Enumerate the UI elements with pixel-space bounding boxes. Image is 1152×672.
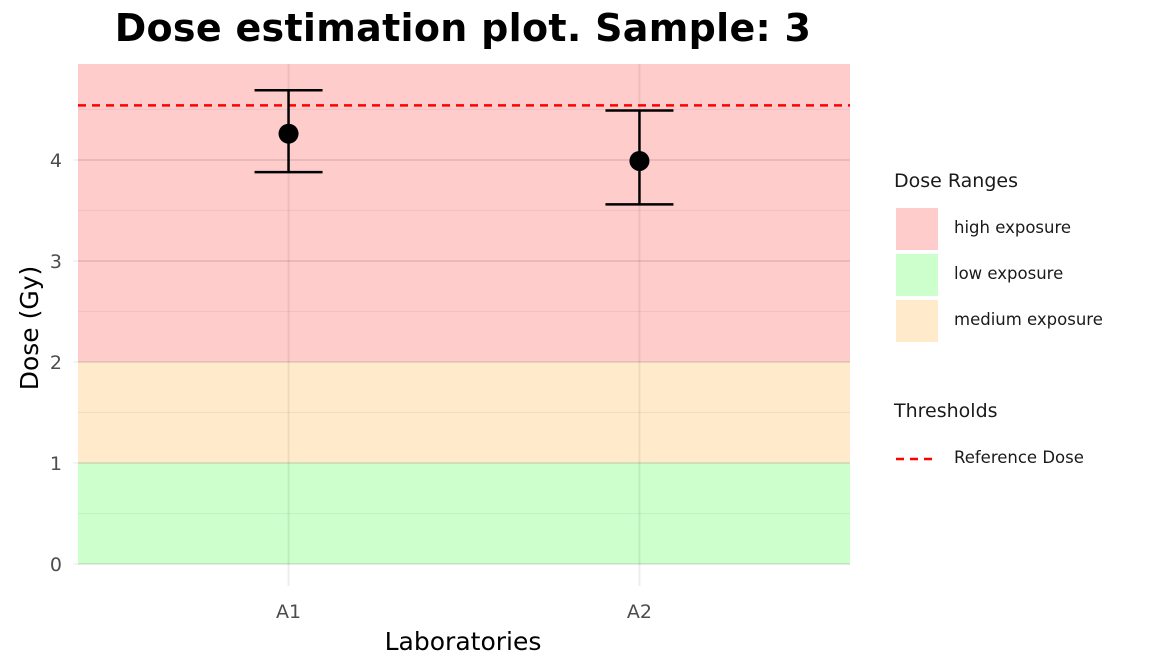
- legend-title-thresholds: Thresholds: [894, 400, 998, 422]
- x-tick-label-A1: A1: [276, 601, 301, 623]
- grid-lines: [78, 64, 850, 565]
- legend-item-medium-exposure: medium exposure: [894, 300, 1152, 342]
- x-axis: A1 A2: [276, 564, 652, 623]
- point-A2: [629, 150, 650, 171]
- legend-item-high-exposure: high exposure: [894, 208, 1152, 250]
- data-points: [254, 89, 674, 206]
- y-axis-title: Dose (Gy): [15, 266, 44, 391]
- legend-swatch-medium-exposure: [896, 300, 938, 342]
- x-axis-title: Laboratories: [385, 627, 542, 656]
- legend-label-reference-dose: Reference Dose: [954, 448, 1084, 467]
- legend-thresholds: Thresholds Reference Dose: [894, 400, 1084, 467]
- band-high-exposure: [78, 64, 850, 362]
- band-medium-exposure: [78, 361, 850, 463]
- legend-dose-ranges: Dose Ranges high exposure low exposure m…: [894, 170, 1103, 342]
- legend-item-low-exposure: low exposure: [894, 254, 1152, 296]
- plot-area: 0 1 2 3 4 A1 A2 Laboratories Dose (Gy): [15, 64, 850, 656]
- legend-item-reference-dose: Reference Dose: [894, 438, 1152, 480]
- y-tick-label: 3: [50, 251, 62, 273]
- y-tick-label: 1: [50, 453, 62, 475]
- legend-label-low-exposure: low exposure: [954, 264, 1064, 283]
- legend-dashed-line-key: [896, 457, 938, 461]
- point-A1: [278, 123, 299, 144]
- y-tick-label: 0: [50, 554, 62, 576]
- chart-title: Dose estimation plot. Sample: 3: [114, 6, 812, 50]
- band-low-exposure: [78, 462, 850, 564]
- x-tick-label-A2: A2: [627, 601, 652, 623]
- legend-label-medium-exposure: medium exposure: [954, 310, 1103, 329]
- y-tick-label: 2: [50, 352, 62, 374]
- y-tick-label: 4: [50, 150, 62, 172]
- legend-swatch-high-exposure: [896, 208, 938, 250]
- dose-bands: [78, 64, 850, 564]
- legend-title-dose-ranges: Dose Ranges: [894, 170, 1019, 192]
- legend-label-high-exposure: high exposure: [954, 218, 1072, 237]
- y-axis: 0 1 2 3 4: [50, 150, 78, 576]
- legend-swatch-low-exposure: [896, 254, 938, 296]
